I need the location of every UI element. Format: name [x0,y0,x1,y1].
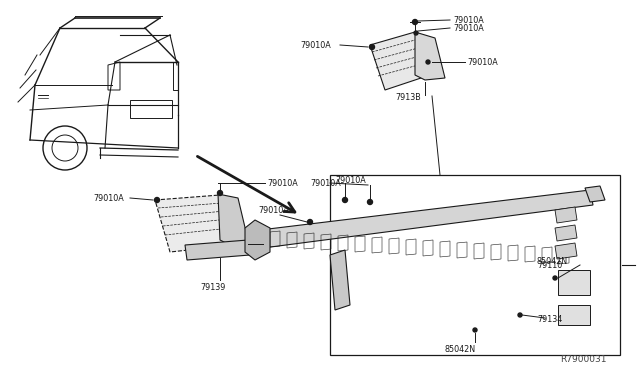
Circle shape [426,60,430,64]
Text: 79010A: 79010A [267,179,298,187]
Polygon shape [555,207,577,223]
Circle shape [218,190,223,196]
Circle shape [473,328,477,332]
Polygon shape [558,270,590,295]
Polygon shape [155,195,235,252]
Polygon shape [555,243,577,259]
Circle shape [307,219,312,224]
Text: 79010A: 79010A [93,193,124,202]
Polygon shape [330,250,350,310]
Circle shape [342,198,348,202]
Polygon shape [218,194,248,244]
Text: 7913B: 7913B [395,93,420,102]
Text: 79134: 79134 [537,315,563,324]
Polygon shape [185,240,250,260]
Text: 79010A: 79010A [467,58,498,67]
Text: 79010A: 79010A [310,179,340,187]
Polygon shape [415,32,445,80]
Polygon shape [245,220,270,260]
Circle shape [553,276,557,280]
Text: 79010A: 79010A [453,23,484,32]
Text: R7900031: R7900031 [560,356,607,365]
Bar [330,175,620,355]
Circle shape [154,198,159,202]
Circle shape [369,45,374,49]
Text: 79110: 79110 [537,260,563,269]
Polygon shape [558,305,590,325]
Circle shape [414,31,418,35]
Polygon shape [585,186,605,202]
Text: 79010A: 79010A [453,16,484,25]
Polygon shape [370,32,430,90]
Text: 79010A: 79010A [300,41,331,49]
Text: 79010A: 79010A [335,176,365,185]
Polygon shape [260,190,593,248]
Text: 85042N: 85042N [537,257,568,266]
Polygon shape [555,225,577,241]
Circle shape [367,199,372,205]
Text: 79139: 79139 [200,282,225,292]
Circle shape [413,19,417,25]
Circle shape [518,313,522,317]
Text: 85042N: 85042N [445,346,476,355]
Text: 79010A: 79010A [258,205,289,215]
